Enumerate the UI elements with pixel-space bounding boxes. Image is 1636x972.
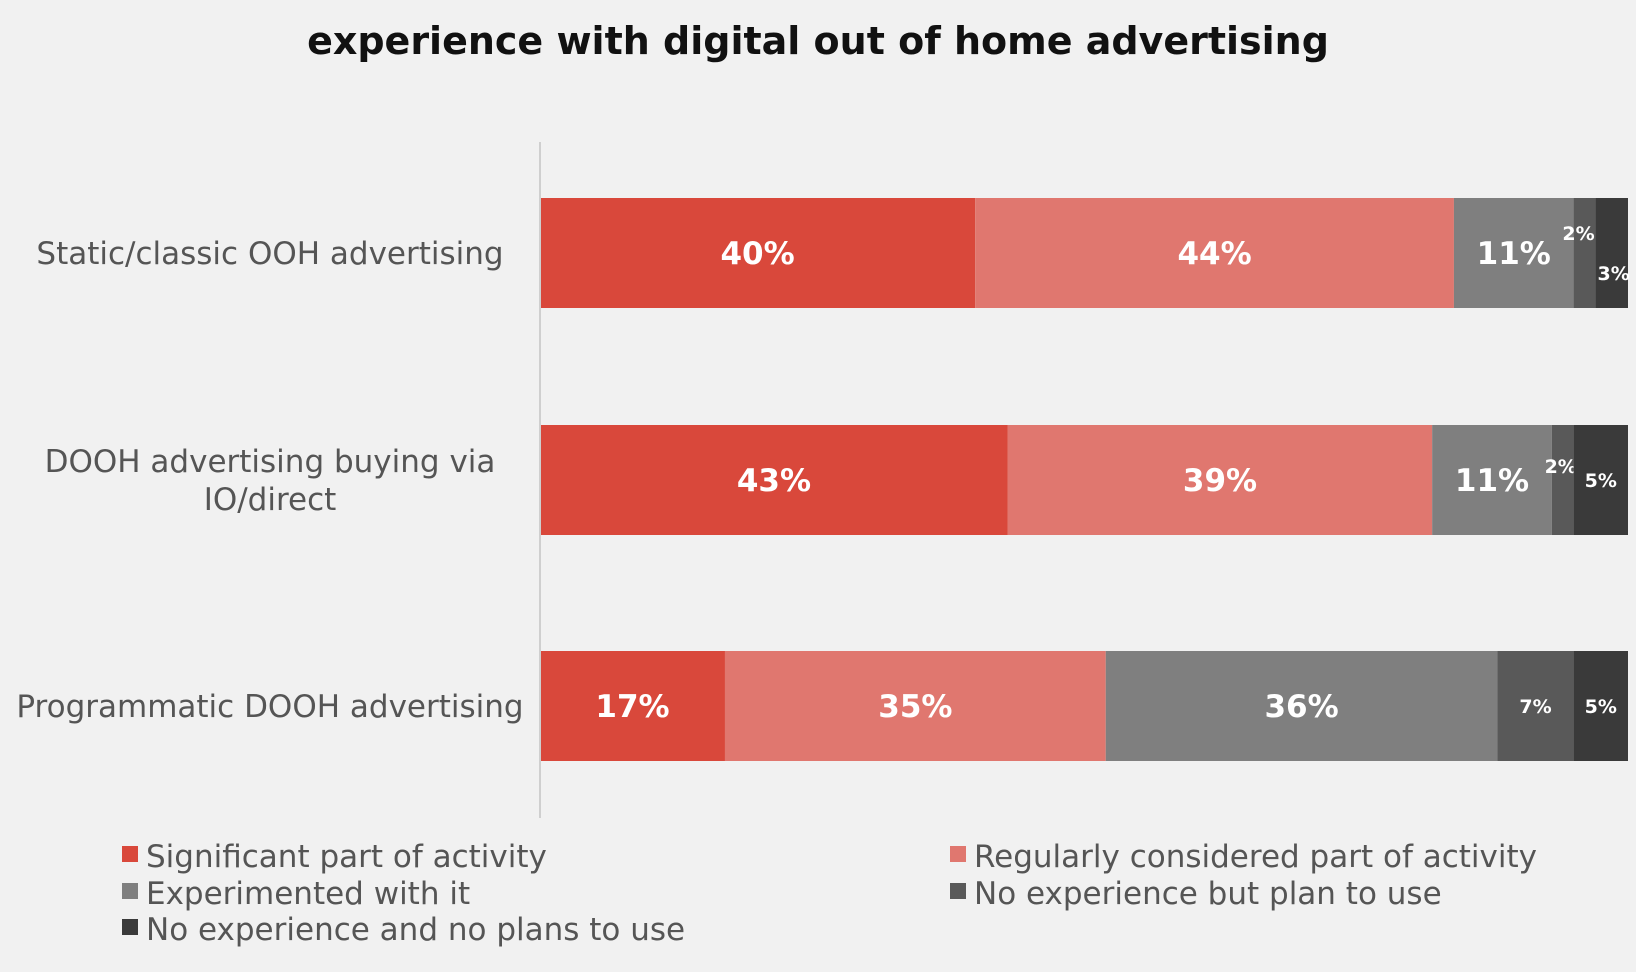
data-label: 7%	[1519, 696, 1551, 718]
legend-swatch	[122, 883, 138, 899]
legend-label: Significant part of activity	[146, 839, 547, 875]
data-label: 2%	[1562, 223, 1594, 245]
bar-segment	[1573, 425, 1628, 535]
bars-group: 40% 44% 11%2%3%43% 39% 11% 2%5%17% 35% 36% 7% 5%	[540, 198, 1630, 761]
category-label-line: IO/direct	[204, 482, 337, 518]
legend-swatch	[122, 919, 138, 935]
legend-swatch	[122, 846, 138, 862]
bar-segment	[1573, 198, 1596, 308]
data-label: 43%	[737, 463, 811, 499]
bar-segment	[1595, 198, 1628, 308]
data-label: 2%	[1545, 456, 1577, 478]
bar-segment	[540, 425, 1008, 535]
data-label: 40%	[720, 236, 794, 272]
data-label: 11%	[1477, 236, 1551, 272]
legend-swatch	[950, 846, 966, 862]
bar-segment	[724, 651, 1106, 761]
bar-segment	[1551, 425, 1574, 535]
category-labels: Static/classic OOH advertising DOOH adver…	[16, 236, 523, 725]
data-label: 5%	[1585, 470, 1617, 492]
bar-segment	[975, 198, 1454, 308]
legend-label: Experimented with it	[146, 876, 470, 912]
bar-segment	[540, 651, 725, 761]
bar-segment	[1497, 651, 1574, 761]
data-label: 36%	[1264, 689, 1338, 725]
data-label: 35%	[878, 689, 952, 725]
bar-segment	[1432, 425, 1552, 535]
bar-segment	[1453, 198, 1574, 308]
category-label-line: Static/classic OOH advertising	[36, 236, 503, 272]
legend-label: No experience and no plans to use	[146, 912, 685, 948]
category-label-line: DOOH advertising buying via	[45, 444, 496, 480]
data-label: 3%	[1598, 263, 1630, 285]
data-label: 44%	[1177, 236, 1251, 272]
bar-segment	[1007, 425, 1433, 535]
category-label-line: Programmatic DOOH advertising	[16, 689, 523, 725]
category-label: DOOH advertising buying via IO/direct	[45, 444, 496, 518]
bar-segment	[540, 198, 976, 308]
data-label: 17%	[595, 689, 669, 725]
chart-title: experience with digital out of home adve…	[307, 19, 1329, 63]
category-label: Static/classic OOH advertising	[36, 236, 503, 272]
legend-label: Regularly considered part of activity	[974, 839, 1537, 875]
bar-segment	[1105, 651, 1498, 761]
data-label: 11%	[1455, 463, 1529, 499]
legend: Significant part of activity Regularly co…	[122, 839, 1537, 948]
legend-swatch	[950, 883, 966, 899]
category-label: Programmatic DOOH advertising	[16, 689, 523, 725]
data-label: 5%	[1585, 696, 1617, 718]
legend-label: No experience but plan to use	[974, 876, 1442, 912]
data-label: 39%	[1183, 463, 1257, 499]
bar-segment	[1573, 651, 1628, 761]
